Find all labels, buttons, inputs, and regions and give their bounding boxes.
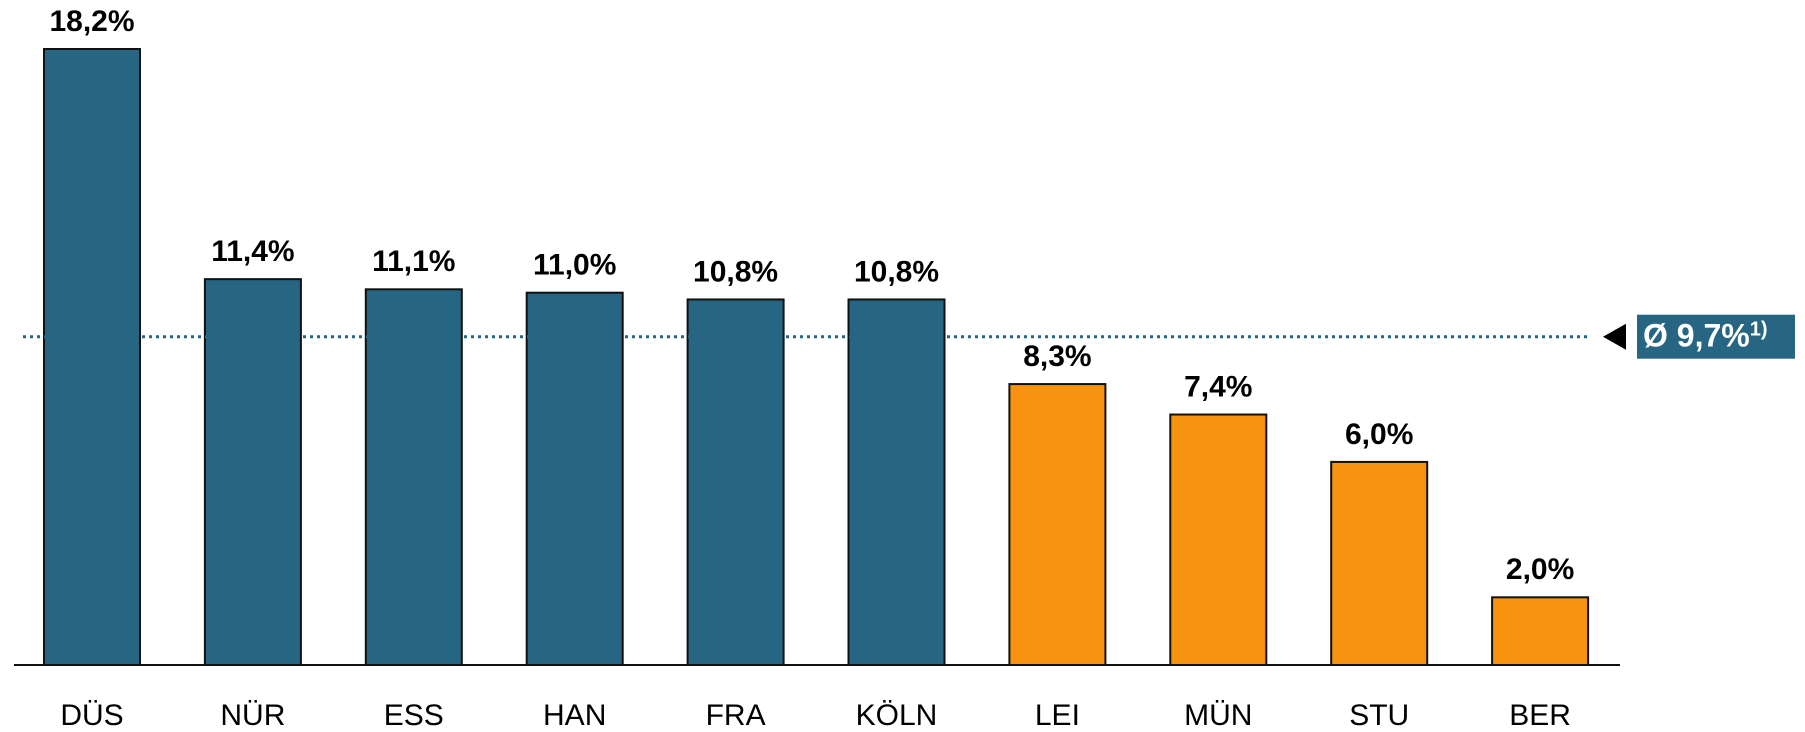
value-label: 11,4% — [211, 235, 294, 268]
x-tick-label: FRA — [706, 699, 766, 732]
bar — [1169, 413, 1268, 666]
value-label: 8,3% — [1023, 340, 1091, 373]
x-tick-label: STU — [1349, 699, 1409, 732]
value-label: 18,2% — [49, 5, 134, 38]
bar — [1330, 460, 1429, 666]
x-tick-label: LEI — [1035, 699, 1080, 732]
bar — [203, 278, 302, 666]
value-label: 6,0% — [1345, 418, 1413, 451]
average-note: 1) — [1750, 319, 1768, 341]
average-marker — [1603, 323, 1626, 350]
value-label: 10,8% — [693, 255, 778, 288]
x-tick-label: NÜR — [220, 699, 285, 732]
x-tick-label: MÜN — [1184, 699, 1252, 732]
average-label: Ø 9,7%1) — [1643, 318, 1768, 354]
average-label-text: Ø 9,7% — [1643, 318, 1750, 354]
x-tick-label: KÖLN — [856, 699, 938, 732]
value-label: 11,0% — [533, 249, 616, 282]
bar — [847, 298, 946, 666]
bar — [525, 291, 624, 666]
bar — [43, 48, 141, 666]
bar — [1008, 383, 1107, 666]
x-tick-label: HAN — [543, 699, 606, 732]
value-label: 11,1% — [372, 245, 455, 278]
bar — [686, 298, 785, 666]
average-label-box — [1637, 314, 1795, 359]
x-tick-label: BER — [1509, 699, 1571, 732]
bar — [364, 288, 463, 666]
x-tick-label: ESS — [384, 699, 444, 732]
value-label: 2,0% — [1506, 553, 1574, 586]
value-label: 7,4% — [1184, 370, 1252, 403]
x-tick-label: DÜS — [60, 699, 123, 732]
bar — [1491, 596, 1590, 666]
value-label: 10,8% — [854, 255, 939, 288]
